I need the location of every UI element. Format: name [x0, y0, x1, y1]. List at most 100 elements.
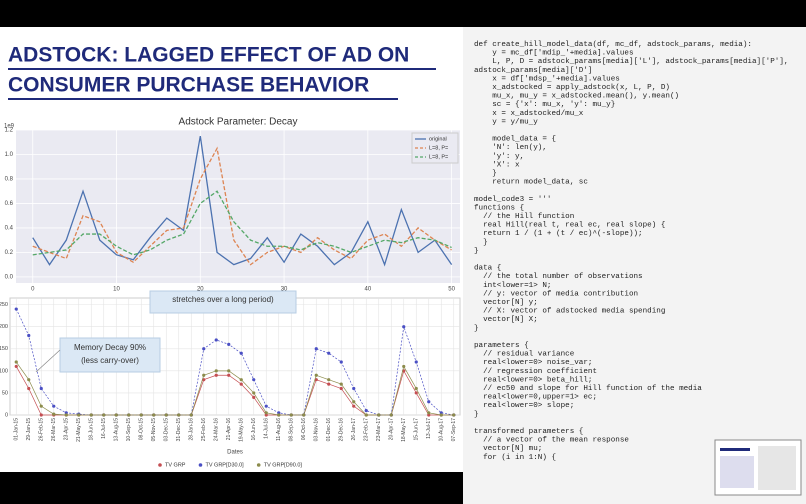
series-marker	[414, 391, 418, 395]
code-line: def create_hill_model_data(df, mc_df, ad…	[474, 41, 752, 49]
code-line: parameters {	[474, 342, 529, 350]
code-line: }	[474, 170, 497, 178]
series-marker	[227, 369, 231, 373]
series-marker	[239, 382, 243, 386]
series-marker	[264, 413, 268, 417]
x-tick-label: 28-Jan-16	[189, 418, 195, 441]
thumbnail-code	[758, 446, 796, 490]
code-line: real<lower=0,upper=1> ec;	[474, 394, 597, 402]
series-marker	[227, 342, 231, 346]
x-tick-label: 03-Nov-16	[314, 418, 320, 442]
x-tick-label: 03-Dec-15	[164, 418, 170, 442]
code-line: transformed parameters {	[474, 428, 583, 436]
code-line: vector[N] X;	[474, 316, 538, 324]
series-marker	[327, 378, 331, 382]
y-tick-label: 0.4	[5, 225, 14, 231]
series-line	[32, 190, 452, 256]
code-line: functions {	[474, 204, 524, 212]
x-tick-label: 50	[448, 287, 455, 293]
series-line	[32, 136, 453, 267]
code-line: return model_data, sc	[474, 179, 588, 187]
x-tick-label: 08-Oct-15	[139, 418, 145, 440]
slide-title: ADSTOCK: LAGGED EFFECT OF AD ON	[8, 44, 409, 67]
code-line: sc = {'x': mu_x, 'y': mu_y}	[474, 101, 615, 109]
x-tick-label: 25-Feb-16	[201, 418, 207, 441]
code-line: 'N': len(y),	[474, 144, 547, 152]
code-line: y = mc_df['mdip_'+media].values	[474, 50, 634, 58]
series-marker	[77, 413, 81, 417]
series-marker	[414, 386, 418, 391]
series-marker	[164, 413, 168, 417]
series-marker	[64, 413, 68, 417]
series-marker	[264, 404, 268, 408]
series-marker	[214, 338, 218, 342]
x-tick-label: 05-Nov-15	[151, 418, 157, 442]
code-line: adstock_params[media]['D']	[474, 67, 592, 75]
code-line: y = y/mu_y	[474, 118, 538, 126]
x-tick-label: 16-Jul-15	[101, 418, 107, 439]
x-tick-label: 16-Jun-16	[251, 418, 257, 441]
x-tick-label: 40	[365, 287, 372, 293]
series-marker	[202, 347, 206, 351]
code-line: // y: vector of media contribution	[474, 290, 638, 298]
legend-swatch	[256, 463, 261, 467]
y-offset-label: 1e9	[4, 124, 15, 130]
series-marker	[52, 412, 56, 416]
y-tick-label: 1.0	[5, 152, 14, 158]
annotation-box	[149, 290, 297, 314]
series-marker	[314, 373, 318, 377]
series-marker	[239, 351, 243, 355]
x-tick-label: 24-Mar-16	[214, 418, 220, 441]
x-tick-label: 14-Jul-16	[264, 418, 270, 439]
code-line: real<lower=0> beta_hill;	[474, 376, 592, 384]
series-marker	[264, 411, 268, 415]
series-marker	[27, 386, 31, 391]
code-line: }	[474, 247, 479, 255]
series-marker	[364, 408, 368, 413]
series-marker	[127, 413, 131, 417]
annotation: Memory Decay 90%	[74, 343, 146, 352]
code-line: L, P, D = adstock_params[media]['L'], ad…	[474, 58, 788, 66]
x-tick-label: 29-Jan-15	[26, 418, 32, 441]
code-line: real<lower=0> slope;	[474, 402, 574, 410]
series-marker	[189, 413, 193, 417]
legend-label: L=8, P=	[429, 154, 448, 160]
x-tick-label: 15-Jun-17	[414, 418, 420, 441]
annotation: (less carry-over)	[81, 356, 139, 365]
series-marker	[89, 413, 93, 417]
series-marker	[14, 364, 18, 369]
legend-label: L=8, P=	[429, 145, 448, 151]
x-tick-label: 26-Mar-15	[51, 418, 57, 441]
code-line: // a vector of the mean response	[474, 437, 629, 445]
y-tick-label: 0.0	[5, 274, 14, 280]
code-line: // the total number of observations	[474, 273, 643, 281]
code-line: x = df['mdsp_'+media].values	[474, 75, 620, 83]
series-marker	[152, 413, 156, 417]
series-marker	[102, 413, 106, 417]
code-line: 'y': y,	[474, 153, 524, 161]
code-line: int<lower=1> N;	[474, 282, 551, 290]
code-line: data {	[474, 265, 501, 273]
y-tick-label: 100	[0, 368, 8, 374]
series-marker	[352, 386, 356, 391]
series-marker	[427, 411, 431, 415]
x-axis-label: Dates	[227, 450, 243, 456]
series-line	[32, 146, 452, 266]
series-marker	[427, 400, 431, 404]
x-tick-label: 20	[197, 287, 204, 293]
y-tick-label: 0.2	[5, 250, 14, 256]
x-tick-label: 0	[31, 287, 35, 293]
annotation: stretches over a long period)	[172, 295, 274, 304]
y-tick-label: 0.6	[5, 201, 14, 207]
series-marker	[214, 373, 218, 377]
x-tick-label: 23-Apr-15	[64, 418, 70, 440]
series-marker	[402, 364, 406, 369]
series-marker	[339, 386, 343, 391]
x-tick-label: 07-Sep-17	[451, 418, 457, 442]
x-tick-label: 01-Dec-16	[326, 418, 332, 442]
series-marker	[352, 404, 356, 408]
series-marker	[239, 378, 243, 382]
y-tick-label: 0.8	[5, 177, 14, 183]
series-marker	[202, 373, 206, 377]
